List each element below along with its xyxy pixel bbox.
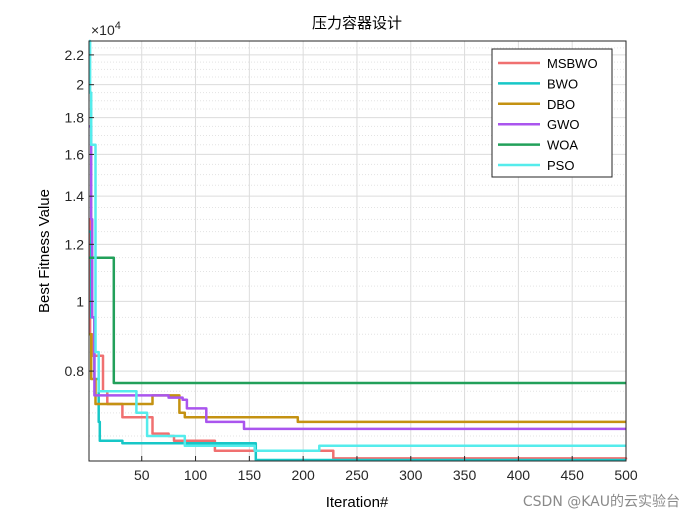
y-tick-label: 1.4: [65, 188, 85, 204]
y-axis: 0.8 1 1.2 1.4 1.6 1.8 2 2.2: [65, 47, 94, 379]
chart-title: 压力容器设计: [312, 14, 402, 32]
series-line-woa: [89, 256, 626, 385]
plot-frame: [88, 40, 627, 462]
legend-label-dbo: DBO: [547, 97, 575, 112]
x-tick-label: 450: [561, 467, 585, 483]
y-exponent-base: ×10: [91, 22, 115, 38]
y-exponent-power: 4: [115, 20, 121, 32]
y-tick-label: 1.6: [65, 146, 85, 162]
legend-label-gwo: GWO: [547, 117, 580, 132]
legend: MSBWO BWO DBO GWO WOA PSO: [491, 48, 613, 178]
x-axis: 50 100 150 200 250 300 350 400 450 500: [134, 456, 638, 483]
y-axis-title: Best Fitness Value: [36, 189, 53, 313]
y-tick-label: 2: [76, 77, 84, 93]
x-axis-title: Iteration#: [326, 494, 389, 511]
series-line-pso: [88, 39, 626, 453]
y-tick-label: 1.2: [65, 236, 85, 252]
x-tick-label: 350: [453, 467, 477, 483]
legend-label-bwo: BWO: [547, 76, 578, 91]
x-tick-label: 200: [291, 467, 315, 483]
legend-label-msbwo: MSBWO: [547, 56, 598, 71]
x-tick-label: 300: [399, 467, 423, 483]
legend-box: [491, 48, 613, 178]
y-tick-label: 1: [76, 293, 84, 309]
svg-text:×104: ×104: [91, 20, 121, 38]
y-tick-label: 0.8: [65, 363, 85, 379]
x-tick-label: 250: [345, 467, 369, 483]
y-tick-label: 2.2: [65, 47, 85, 63]
x-tick-label: 150: [238, 467, 262, 483]
y-exponent: ×104: [91, 20, 121, 38]
series-layer: [88, 39, 628, 462]
watermark: CSDN @KAU的云实验台: [522, 494, 680, 510]
legend-label-woa: WOA: [547, 138, 578, 153]
x-tick-label: 50: [134, 467, 150, 483]
y-tick-label: 1.8: [65, 110, 85, 126]
x-tick-label: 500: [614, 467, 638, 483]
series-line-gwo: [89, 125, 626, 431]
x-tick-label: 100: [184, 467, 208, 483]
x-tick-label: 400: [507, 467, 531, 483]
legend-label-pso: PSO: [547, 158, 574, 173]
